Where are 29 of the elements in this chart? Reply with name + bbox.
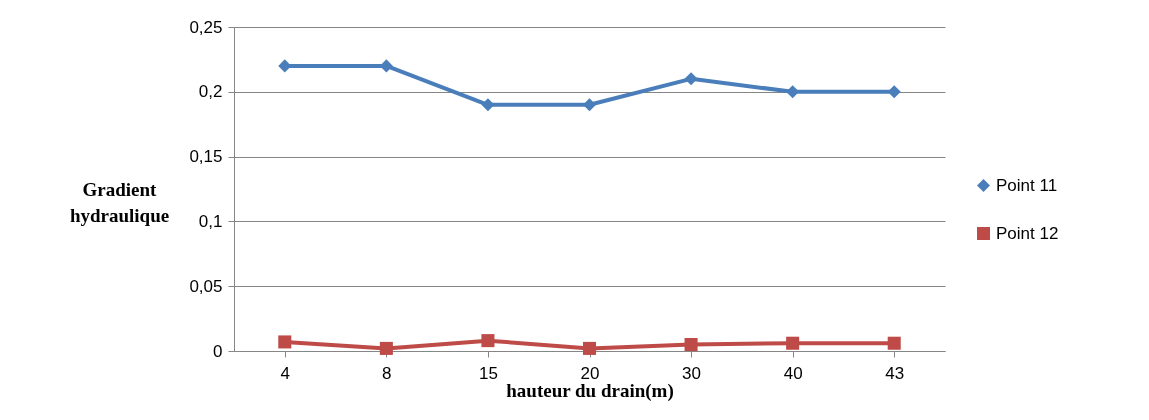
x-tick-label: 40 (783, 363, 803, 383)
x-tick-label: 4 (280, 363, 291, 383)
point (278, 335, 292, 349)
y-tick-label: 0,2 (198, 82, 223, 102)
x-tick-label: 15 (478, 363, 498, 383)
y-tick-label: 0,25 (189, 17, 223, 37)
y-axis-title: Gradient hydraulique (69, 178, 170, 226)
point (481, 334, 495, 348)
y-tick-label: 0,05 (189, 276, 223, 296)
point (786, 336, 800, 350)
point (582, 341, 597, 355)
point (379, 59, 393, 73)
point (684, 338, 698, 352)
point (481, 98, 495, 112)
point (684, 72, 698, 86)
x-tick-label: 43 (885, 363, 905, 383)
x-tick-label: 8 (382, 363, 392, 383)
y-tick-label: 0,1 (198, 211, 223, 231)
point (582, 98, 597, 112)
point (786, 85, 800, 99)
point (379, 341, 393, 355)
y-tick-label: 0 (213, 341, 223, 361)
legend-label: Point 12 (996, 223, 1059, 243)
x-tick-label: 30 (682, 363, 702, 383)
point (887, 85, 901, 99)
y-tick-label: 0,15 (189, 147, 223, 167)
point (278, 59, 292, 73)
point (887, 336, 901, 350)
legend-label: Point 11 (996, 175, 1058, 195)
